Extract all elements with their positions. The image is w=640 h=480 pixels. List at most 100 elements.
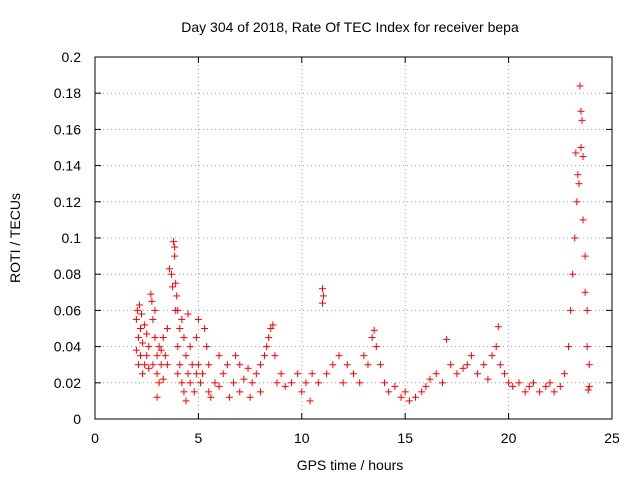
data-point bbox=[186, 379, 194, 387]
data-point bbox=[151, 334, 159, 342]
y-tick-label: 0.2 bbox=[62, 49, 82, 65]
data-point bbox=[521, 388, 529, 396]
data-point bbox=[157, 361, 165, 369]
data-point bbox=[199, 370, 207, 378]
data-point bbox=[569, 270, 577, 278]
data-point bbox=[536, 388, 544, 396]
data-point bbox=[132, 346, 140, 354]
data-point bbox=[165, 265, 173, 273]
y-tick-label: 0.18 bbox=[54, 85, 81, 101]
data-point bbox=[343, 361, 351, 369]
data-point bbox=[159, 334, 167, 342]
data-point bbox=[571, 234, 579, 242]
data-point bbox=[219, 370, 227, 378]
data-point bbox=[356, 379, 364, 387]
data-point bbox=[583, 343, 591, 351]
data-point bbox=[364, 361, 372, 369]
data-point bbox=[463, 361, 471, 369]
x-tick-label: 10 bbox=[294, 430, 310, 446]
data-point bbox=[174, 370, 182, 378]
data-point bbox=[360, 352, 368, 360]
data-point bbox=[161, 352, 169, 360]
data-point bbox=[579, 153, 587, 161]
x-tick-label: 20 bbox=[501, 430, 517, 446]
data-point bbox=[171, 243, 179, 251]
data-point bbox=[230, 379, 238, 387]
x-axis-label: GPS time / hours bbox=[297, 457, 404, 473]
grid-lines bbox=[95, 57, 612, 419]
data-point bbox=[515, 379, 523, 387]
data-point bbox=[329, 361, 337, 369]
data-point bbox=[163, 361, 171, 369]
data-point bbox=[207, 393, 215, 401]
data-point bbox=[136, 325, 144, 332]
data-point bbox=[155, 379, 163, 387]
data-point bbox=[578, 116, 586, 124]
data-point bbox=[201, 325, 209, 332]
y-tick-label: 0.04 bbox=[54, 339, 81, 355]
data-point bbox=[583, 306, 591, 314]
data-point bbox=[252, 370, 260, 378]
data-point bbox=[139, 370, 147, 378]
data-point bbox=[575, 180, 583, 188]
data-point bbox=[143, 330, 151, 338]
data-point bbox=[143, 352, 151, 360]
data-point bbox=[153, 393, 161, 401]
data-point bbox=[412, 393, 420, 401]
data-point bbox=[443, 335, 451, 343]
x-tick-label: 25 bbox=[604, 430, 620, 446]
data-point bbox=[494, 323, 502, 331]
data-point bbox=[339, 379, 347, 387]
data-point bbox=[151, 306, 159, 314]
data-point bbox=[203, 343, 211, 351]
data-point bbox=[577, 107, 585, 115]
data-point bbox=[565, 343, 573, 351]
data-point bbox=[271, 352, 279, 360]
data-point bbox=[459, 364, 467, 372]
data-point bbox=[381, 379, 389, 387]
data-point bbox=[550, 388, 558, 396]
data-point bbox=[323, 370, 331, 378]
data-point bbox=[350, 370, 357, 378]
data-point bbox=[186, 343, 194, 351]
x-tick-label: 0 bbox=[91, 430, 99, 446]
data-point bbox=[176, 361, 184, 369]
data-point bbox=[391, 382, 399, 390]
x-tick-label: 15 bbox=[397, 430, 413, 446]
data-point bbox=[174, 343, 182, 351]
data-point bbox=[484, 375, 492, 383]
data-point bbox=[153, 352, 161, 360]
data-point bbox=[133, 306, 141, 314]
data-point bbox=[147, 290, 155, 298]
data-point bbox=[287, 379, 295, 387]
data-point bbox=[190, 388, 198, 396]
data-point bbox=[178, 379, 186, 387]
data-point bbox=[170, 238, 178, 246]
data-point bbox=[180, 388, 188, 396]
data-point bbox=[372, 343, 380, 351]
data-point bbox=[223, 361, 231, 369]
data-point bbox=[418, 388, 426, 396]
data-point bbox=[256, 388, 264, 396]
data-point bbox=[581, 252, 589, 260]
data-point bbox=[139, 339, 147, 347]
y-axis-label: ROTI / TECUs bbox=[7, 193, 23, 283]
data-point bbox=[277, 370, 285, 378]
axis-ticks: 0 0.02 0.04 0.06 0.08 0.1 0.12 0.14 0.16 0.18 0.2 0… bbox=[54, 49, 620, 446]
data-point bbox=[308, 370, 316, 378]
data-point bbox=[194, 315, 202, 323]
data-point bbox=[141, 361, 149, 369]
data-point bbox=[542, 382, 550, 390]
y-tick-label: 0 bbox=[73, 411, 81, 427]
data-point bbox=[370, 326, 378, 334]
data-point bbox=[176, 325, 184, 332]
data-point bbox=[172, 279, 180, 287]
data-point bbox=[496, 361, 504, 369]
data-point bbox=[453, 370, 461, 378]
x-tick-label: 5 bbox=[195, 430, 203, 446]
data-point bbox=[211, 379, 219, 387]
data-point bbox=[215, 382, 223, 390]
data-point bbox=[572, 149, 580, 157]
data-point bbox=[244, 364, 252, 372]
